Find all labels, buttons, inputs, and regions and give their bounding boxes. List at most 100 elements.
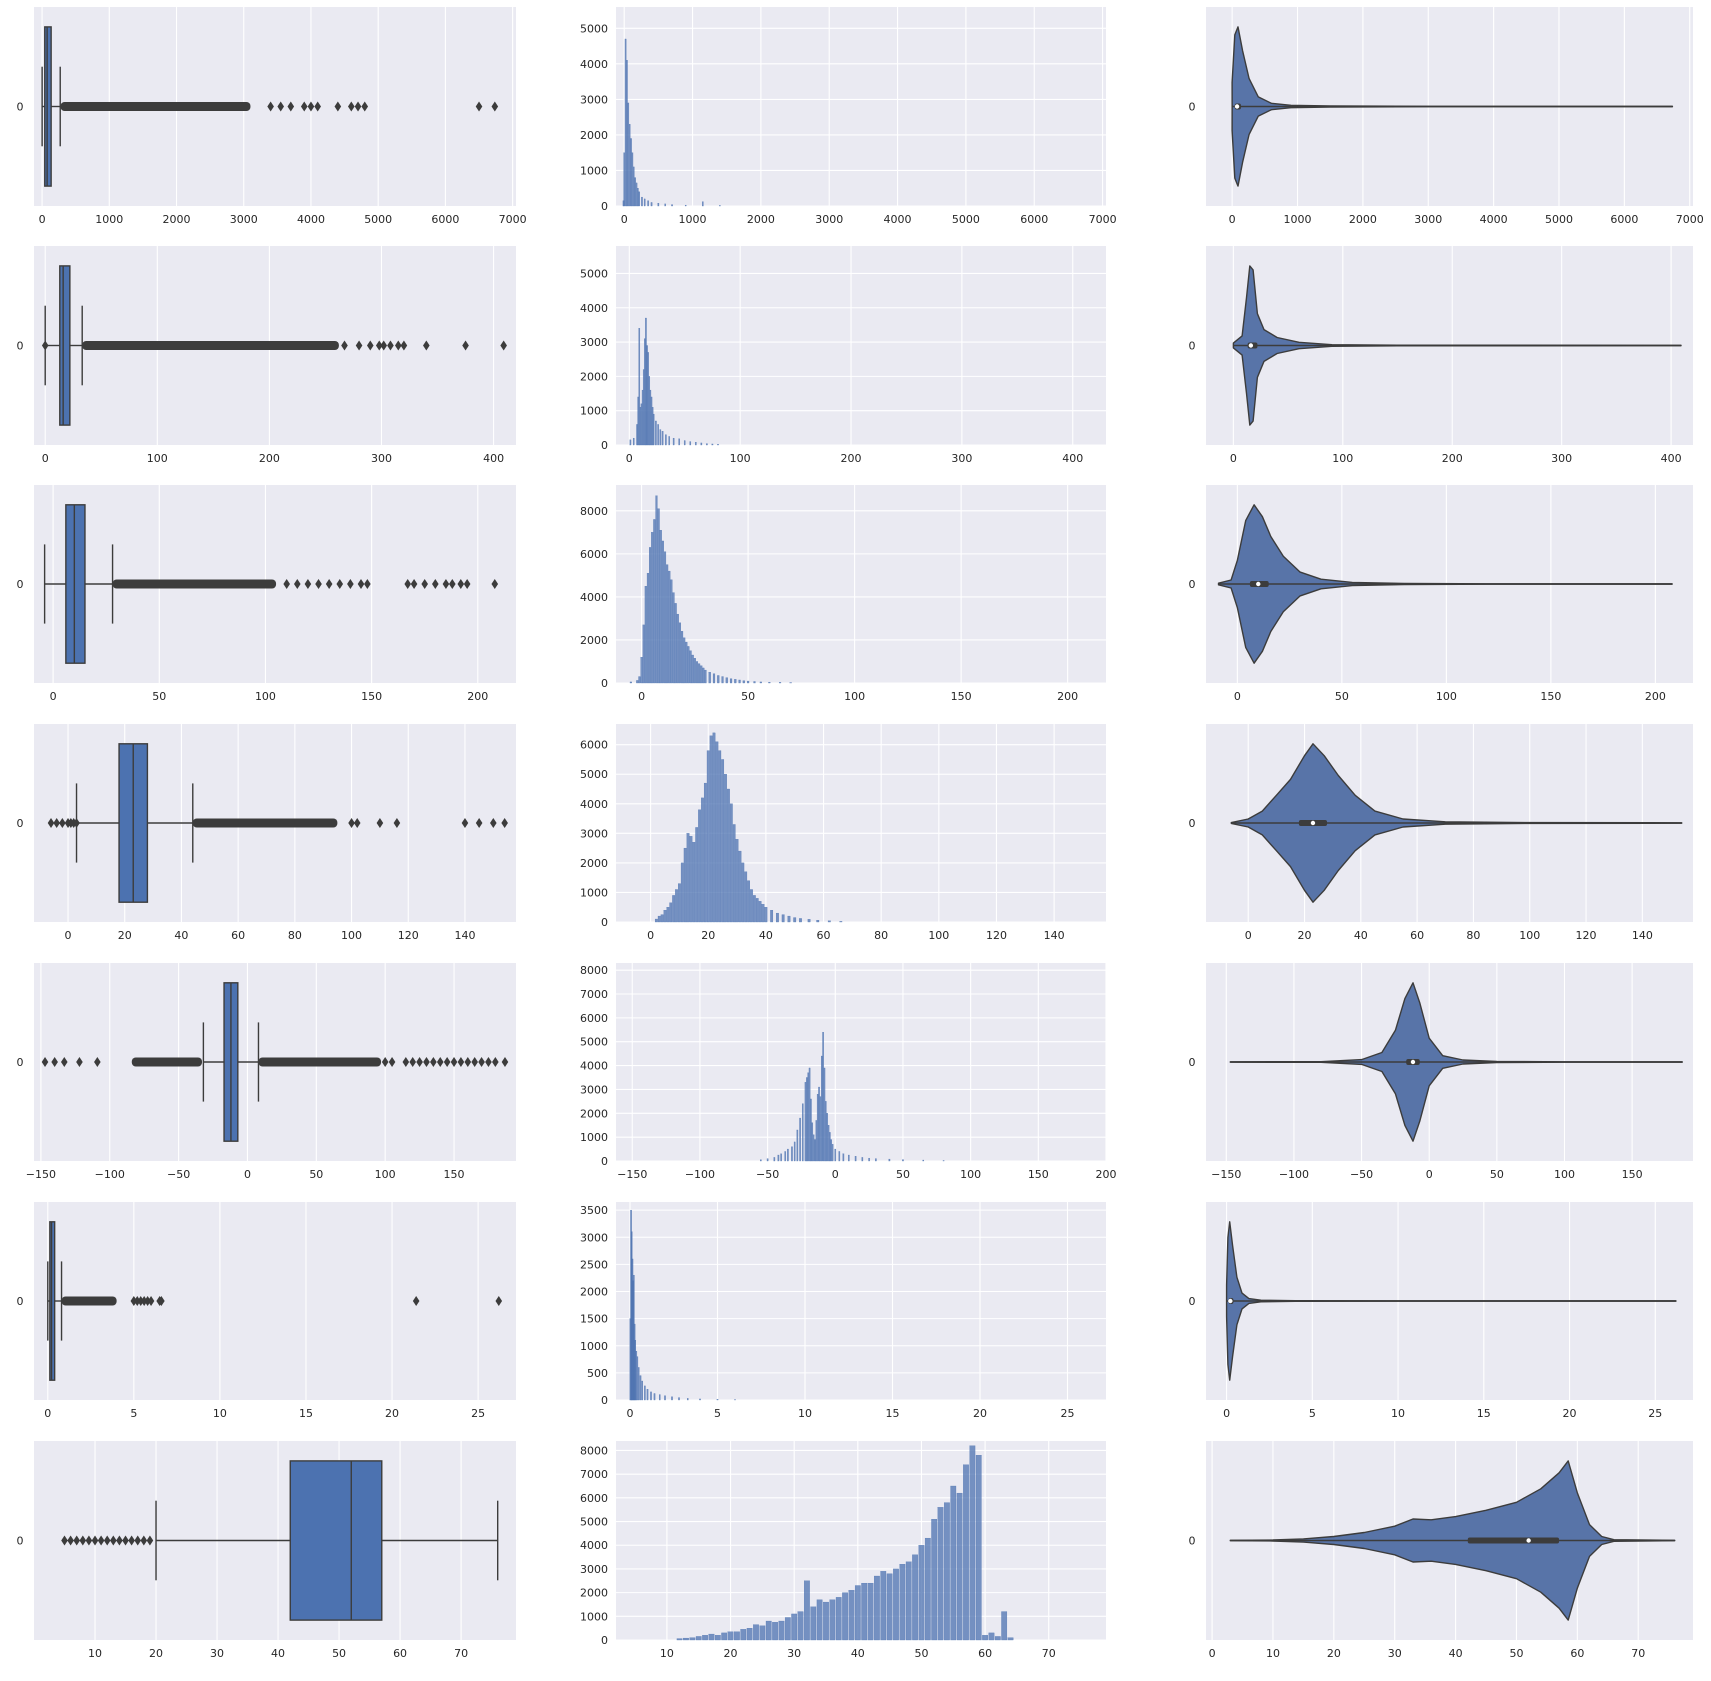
boxplot-outlier [85, 1535, 93, 1546]
histogram-y-tick-label: 1000 [580, 164, 608, 177]
histogram-y-tick-label: 0 [601, 200, 608, 213]
boxplot-outlier [501, 1057, 509, 1067]
boxplot-x-tick-label: 6000 [431, 213, 459, 226]
histogram-y-tick-label: 500 [587, 1367, 608, 1380]
boxplot-outlier [94, 1057, 101, 1067]
histogram-x-tick-label: 20 [724, 1647, 738, 1660]
histogram-bar [848, 1590, 855, 1641]
boxplot-outlier [91, 1535, 99, 1546]
histogram-bar [808, 1067, 811, 1162]
histogram-bar [631, 152, 634, 207]
boxplot-outlier [443, 1057, 451, 1067]
boxplot-outlier [402, 1057, 410, 1067]
histogram-background [616, 1441, 1106, 1640]
histogram-bar [683, 1637, 689, 1641]
histogram-x-tick-label: 120 [986, 929, 1007, 942]
histogram-bar [797, 1611, 804, 1641]
boxplot-product_name_length: 10 20 30 40 50 60 70 0 [17, 1441, 516, 1660]
histogram-bar [735, 839, 739, 923]
histogram-y-tick-label: 3000 [580, 1563, 608, 1576]
boxplot-outlier [315, 579, 322, 589]
violin-x-tick-label: 100 [1519, 929, 1540, 942]
violin-x-tick-label: 3000 [1414, 213, 1442, 226]
histogram-bar [672, 592, 675, 684]
histogram-x-tick-label: 150 [951, 690, 972, 703]
boxplot-box [59, 265, 71, 426]
histogram-bar [629, 681, 632, 684]
boxplot-x-tick-label: 2000 [163, 213, 191, 226]
violin-Shipping_Fee_Ratio: 0 5 10 15 20 25 0 [1189, 1202, 1693, 1420]
histogram-bar [835, 1597, 842, 1641]
histogram-x-tick-label: 1000 [679, 213, 707, 226]
histogram-y-tick-label: 3000 [580, 1231, 608, 1244]
histogram-bar [747, 680, 750, 684]
histogram-x-tick-label: 0 [626, 452, 633, 465]
histogram-bar [902, 1159, 904, 1162]
histogram-bar [661, 431, 664, 446]
histogram-Estimated_Delivery_Days: 0 1000 2000 3000 4000 5000 6000 0 20 40 60 80 100 120… [580, 724, 1106, 942]
boxplot-Actual_Delivery_Days: 0 50 100 150 200 0 [17, 485, 516, 703]
histogram-bar [660, 914, 664, 923]
histogram-x-tick-label: 70 [1042, 1647, 1056, 1660]
histogram-bar [759, 1625, 766, 1641]
boxplot-outlier [76, 1057, 83, 1067]
boxplot-outlier [300, 101, 308, 112]
histogram-y-tick-label: 7000 [580, 988, 608, 1001]
histogram-bar [738, 679, 741, 684]
boxplot-x-tick-label: 0 [50, 690, 57, 703]
boxplot-x-tick-label: 25 [471, 1407, 485, 1420]
histogram-bar [759, 681, 762, 684]
boxplot-outlier [103, 1535, 111, 1546]
histogram-x-tick-label: 50 [741, 690, 755, 703]
boxplot-x-tick-label: 120 [398, 929, 419, 942]
histogram-y-tick-label: 5000 [580, 22, 608, 35]
boxplot-outlier [61, 1535, 68, 1546]
histogram-bar [634, 177, 636, 207]
histogram-bar [818, 1086, 820, 1162]
boxplot-outlier [491, 579, 499, 589]
histogram-x-tick-label: 2000 [747, 213, 775, 226]
boxplot-outlier [122, 1535, 129, 1546]
boxplot-box [289, 1460, 383, 1621]
histogram-x-tick-label: 0 [832, 1168, 839, 1181]
boxplot-outlier [128, 1535, 135, 1546]
histogram-bar [742, 680, 745, 684]
histogram-bar [827, 920, 831, 923]
histogram-bar [802, 1103, 804, 1162]
histogram-y-tick-label: 1000 [580, 1610, 608, 1623]
violin-y-tick-label: 0 [1189, 1295, 1196, 1308]
histogram-bar [1001, 1611, 1008, 1641]
histogram-x-tick-label: −50 [756, 1168, 779, 1181]
boxplot-Estimated_Delivery_Days: 0 20 40 60 80 100 120 140 0 [17, 724, 516, 942]
violin-median-dot [1256, 581, 1261, 587]
histogram-bar [695, 661, 699, 684]
histogram-bar [668, 436, 670, 446]
boxplot-outlier [67, 1535, 74, 1546]
boxplot-outlier [450, 1057, 458, 1067]
violin-x-tick-label: 20 [1563, 1407, 1577, 1420]
histogram-x-tick-label: 0 [627, 1407, 634, 1420]
histogram-bar [822, 1032, 824, 1162]
histogram-bar [721, 759, 725, 923]
boxplot-outlier [492, 1057, 499, 1067]
histogram-x-tick-label: 100 [928, 929, 949, 942]
histogram-bar [651, 532, 654, 684]
boxplot-x-tick-label: 0 [39, 213, 46, 226]
histogram-bar [768, 681, 771, 684]
violin-x-tick-label: 15 [1477, 1407, 1491, 1420]
boxplot-x-tick-label: 0 [244, 1168, 251, 1181]
histogram-bar [861, 1582, 868, 1641]
boxplot-outlier [53, 818, 60, 828]
histogram-bar [793, 1141, 796, 1162]
boxplot-outlier [423, 340, 430, 351]
violin-median-dot [1228, 1298, 1233, 1304]
histogram-bar [695, 827, 699, 923]
histogram-x-tick-label: 0 [647, 929, 654, 942]
histogram-bar [717, 675, 720, 684]
histogram-x-tick-label: 100 [844, 690, 865, 703]
histogram-bar [708, 1633, 715, 1641]
histogram-bar [734, 679, 737, 684]
violin-x-tick-label: 1000 [1284, 213, 1312, 226]
histogram-y-tick-label: 2000 [580, 1587, 608, 1600]
histogram-bar [636, 680, 639, 684]
